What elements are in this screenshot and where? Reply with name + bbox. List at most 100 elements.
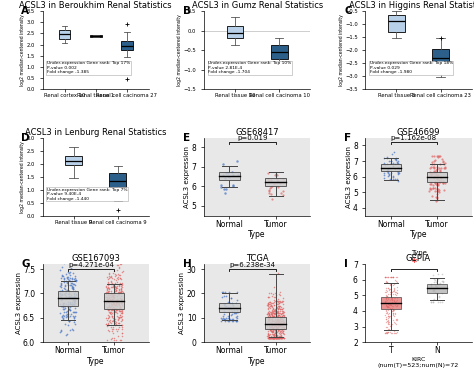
- Point: [265, 315, 273, 321]
- X-axis label: Type: Type: [410, 230, 427, 239]
- Point: [219, 314, 227, 319]
- Point: [438, 156, 446, 162]
- Point: [268, 328, 276, 334]
- Point: [220, 186, 228, 192]
- Point: [389, 163, 396, 169]
- Point: [275, 323, 283, 329]
- Point: [271, 326, 278, 332]
- Bar: [427, 284, 447, 293]
- Point: [64, 301, 72, 307]
- Point: [278, 329, 285, 335]
- Point: [113, 307, 120, 313]
- Point: [264, 302, 272, 308]
- Point: [269, 332, 277, 338]
- Point: [70, 302, 77, 308]
- Point: [272, 310, 279, 316]
- Point: [110, 302, 118, 308]
- Point: [266, 335, 273, 341]
- PathPatch shape: [121, 41, 133, 50]
- Point: [271, 308, 279, 314]
- Point: [229, 316, 237, 322]
- Point: [56, 329, 64, 335]
- Point: [114, 289, 121, 294]
- Point: [435, 177, 443, 183]
- Point: [111, 283, 119, 289]
- Point: [109, 302, 116, 308]
- Title: TCGA: TCGA: [246, 254, 268, 263]
- Point: [266, 309, 273, 315]
- Point: [276, 306, 283, 312]
- Point: [109, 297, 117, 302]
- Point: [279, 319, 286, 325]
- Point: [117, 261, 125, 267]
- Point: [63, 293, 70, 299]
- Point: [111, 320, 119, 326]
- Point: [115, 300, 123, 306]
- Point: [273, 321, 280, 327]
- Point: [60, 306, 68, 312]
- Point: [277, 304, 284, 310]
- Point: [111, 273, 118, 279]
- Point: [56, 289, 64, 294]
- Point: [73, 278, 80, 284]
- Point: [388, 299, 396, 305]
- Point: [220, 305, 228, 311]
- Point: [277, 316, 285, 322]
- Y-axis label: log2 median-centered intensity: log2 median-centered intensity: [20, 141, 25, 213]
- Point: [387, 330, 395, 336]
- Point: [113, 272, 120, 278]
- Point: [264, 321, 271, 327]
- Point: [115, 302, 122, 308]
- Point: [110, 301, 118, 307]
- Point: [273, 173, 281, 178]
- Point: [279, 307, 286, 312]
- Point: [113, 285, 121, 291]
- Point: [274, 325, 282, 331]
- Point: [273, 329, 281, 335]
- Point: [114, 313, 121, 319]
- Point: [118, 289, 126, 295]
- Point: [390, 313, 397, 319]
- Point: [72, 291, 80, 297]
- Point: [113, 337, 120, 343]
- Point: [268, 177, 275, 183]
- Point: [116, 314, 124, 320]
- Point: [279, 335, 287, 341]
- Point: [265, 308, 273, 314]
- Point: [274, 312, 282, 318]
- Point: [64, 314, 72, 319]
- Point: [117, 305, 125, 311]
- Point: [59, 301, 66, 307]
- Point: [105, 285, 112, 291]
- Point: [268, 324, 276, 330]
- Point: [56, 267, 64, 273]
- Point: [114, 297, 122, 303]
- Point: [270, 332, 278, 338]
- Point: [388, 151, 396, 157]
- Point: [273, 335, 280, 341]
- Point: [68, 295, 76, 301]
- Point: [65, 291, 73, 297]
- Point: [383, 303, 391, 309]
- Point: [107, 290, 114, 296]
- Point: [117, 308, 125, 314]
- Point: [274, 335, 282, 341]
- Point: [384, 167, 392, 173]
- Point: [269, 335, 276, 341]
- Point: [62, 286, 69, 292]
- Point: [278, 306, 286, 312]
- Point: [273, 333, 280, 339]
- Point: [273, 321, 281, 327]
- Point: [268, 312, 275, 318]
- Point: [393, 295, 401, 301]
- Point: [384, 291, 392, 297]
- Point: [276, 318, 283, 323]
- Point: [107, 305, 114, 311]
- Point: [270, 333, 277, 339]
- Point: [61, 296, 69, 301]
- Point: [382, 291, 390, 297]
- Point: [267, 302, 274, 308]
- Point: [383, 154, 391, 160]
- Point: [434, 191, 441, 197]
- Point: [264, 170, 272, 176]
